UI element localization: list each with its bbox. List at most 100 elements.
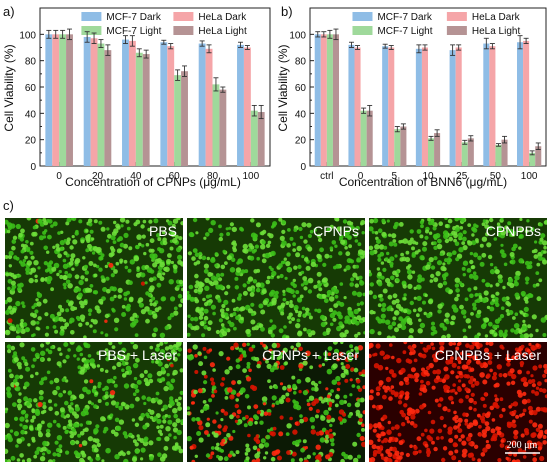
cell-dot: [281, 220, 286, 225]
cell-dot: [143, 251, 147, 256]
x-tick-label: 20: [92, 171, 104, 182]
cell-dot: [316, 254, 322, 260]
cell-dot: [398, 440, 404, 446]
cell-dot: [316, 454, 322, 460]
cell-dot: [104, 264, 109, 269]
cell-dot: [136, 434, 140, 438]
cell-dot: [535, 282, 540, 287]
cell-dot: [202, 297, 206, 302]
cell-dot: [133, 376, 138, 381]
cell-dot: [484, 224, 489, 229]
cell-dot: [252, 279, 258, 284]
cell-dot: [454, 419, 459, 424]
cell-dot: [292, 278, 296, 283]
bar: [529, 152, 536, 166]
cell-dot: [435, 436, 440, 441]
cell-dot: [490, 301, 495, 306]
cell-dot: [178, 303, 183, 308]
cell-dot: [293, 265, 298, 270]
cell-dot: [72, 422, 78, 428]
cell-dot: [80, 239, 85, 244]
cell-dot: [406, 269, 413, 275]
cell-dot: [402, 350, 407, 355]
y-tick-label: 40: [295, 109, 307, 120]
cell-dot: [60, 230, 64, 234]
cell-dot: [462, 260, 469, 266]
bar: [219, 89, 227, 166]
cell-dot: [532, 422, 538, 428]
cell-dot: [448, 258, 453, 263]
cell-dot: [465, 343, 470, 348]
cell-dot: [104, 333, 109, 337]
cell-dot: [338, 251, 343, 256]
cell-dot: [442, 230, 449, 236]
cell-dot: [531, 432, 537, 438]
cell-dot: [287, 228, 291, 232]
cell-dot: [535, 328, 539, 333]
cell-dot: [21, 301, 25, 305]
cell-dot: [543, 363, 547, 369]
cell-dot: [59, 246, 64, 252]
cell-dot: [414, 377, 419, 383]
cell-dot: [70, 218, 75, 221]
cell-dot: [526, 440, 533, 446]
cell-dot: [361, 427, 365, 432]
cell-dot: [417, 274, 423, 279]
cell-dot: [384, 257, 389, 261]
bar: [320, 34, 327, 167]
cell-dot: [273, 362, 278, 367]
cell-dot: [110, 235, 116, 241]
panel-letter-a: a): [3, 4, 15, 19]
cell-dot: [340, 239, 346, 245]
cell-dot: [519, 310, 524, 315]
cell-dot: [438, 342, 445, 346]
cell-dot: [230, 346, 235, 351]
cell-dot: [293, 347, 298, 352]
cell-dot: [235, 315, 240, 321]
cell-dot: [544, 429, 547, 435]
cell-dot: [17, 398, 22, 404]
cell-dot: [224, 396, 229, 400]
cell-dot: [369, 272, 373, 277]
cell-dot: [96, 308, 102, 314]
cell-dot: [419, 404, 425, 410]
cell-dot: [331, 379, 338, 386]
cell-dot: [419, 220, 424, 225]
cell-dot: [204, 285, 210, 291]
cell-dot: [468, 432, 473, 438]
cell-dot: [45, 325, 50, 330]
cell-dot: [117, 287, 123, 293]
cell-dot: [260, 326, 265, 332]
cell-dot: [386, 429, 392, 436]
cell-dot: [443, 424, 447, 428]
micrograph-panel: PBS: [5, 218, 183, 338]
cell-dot: [80, 304, 85, 309]
cell-dot: [472, 420, 479, 426]
cell-dot: [171, 445, 178, 451]
cell-dot: [52, 221, 58, 227]
cell-dot: [300, 283, 305, 287]
cell-dot: [530, 374, 534, 378]
cell-dot: [30, 320, 36, 326]
cell-dot: [332, 317, 337, 322]
cell-dot: [383, 245, 388, 250]
cell-dot: [191, 417, 196, 422]
cell-dot: [39, 456, 46, 462]
cell-dot: [220, 382, 225, 387]
cell-dot: [382, 288, 388, 294]
cell-dot: [468, 442, 472, 446]
cell-dot: [250, 302, 255, 307]
cell-dot: [169, 383, 173, 387]
cell-dot: [70, 402, 74, 406]
cell-dot: [357, 398, 362, 403]
cell-dot: [138, 302, 144, 308]
cell-dot: [505, 300, 510, 306]
cell-dot: [494, 394, 498, 398]
cell-dot: [542, 240, 547, 246]
cell-dot: [26, 260, 32, 266]
cell-dot: [246, 361, 251, 366]
cell-dot: [211, 256, 215, 261]
cell-dot: [18, 232, 23, 238]
cell-dot: [62, 258, 67, 263]
cell-dot: [342, 418, 347, 424]
